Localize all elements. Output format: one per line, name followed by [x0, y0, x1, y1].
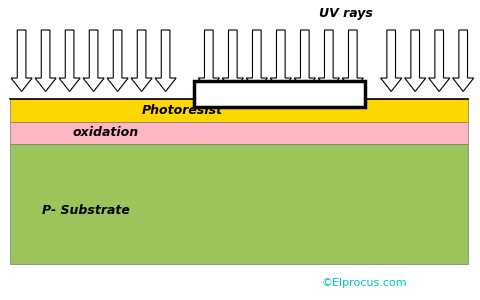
Polygon shape — [342, 30, 363, 92]
Text: oxidation: oxidation — [72, 126, 139, 139]
Polygon shape — [59, 30, 80, 92]
Polygon shape — [131, 30, 152, 92]
Bar — [10, 144, 468, 264]
Text: ©Elprocus.com: ©Elprocus.com — [322, 278, 408, 289]
Text: Photoresist: Photoresist — [142, 103, 223, 117]
Polygon shape — [246, 30, 267, 92]
Polygon shape — [222, 30, 243, 92]
Polygon shape — [35, 30, 56, 92]
Bar — [194, 81, 365, 106]
Polygon shape — [155, 30, 176, 92]
Polygon shape — [107, 30, 128, 92]
Polygon shape — [270, 30, 291, 92]
Polygon shape — [453, 30, 474, 92]
Polygon shape — [294, 30, 315, 92]
Text: P- Substrate: P- Substrate — [42, 203, 131, 217]
Text: UV rays: UV rays — [319, 7, 372, 20]
Polygon shape — [318, 30, 339, 92]
Polygon shape — [405, 30, 426, 92]
Polygon shape — [83, 30, 104, 92]
Bar — [10, 122, 468, 144]
Polygon shape — [11, 30, 32, 92]
Polygon shape — [429, 30, 450, 92]
Polygon shape — [198, 30, 219, 92]
Bar — [10, 99, 468, 122]
Polygon shape — [381, 30, 402, 92]
